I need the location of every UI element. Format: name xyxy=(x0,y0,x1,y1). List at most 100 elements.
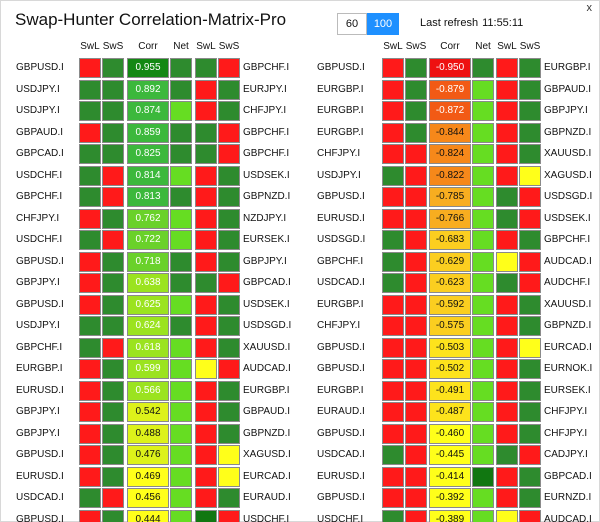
positive-row-correlation[interactable]: 0.599 xyxy=(127,359,169,379)
positive-row-swap-long xyxy=(79,402,101,422)
negative-row-correlation[interactable]: -0.844 xyxy=(429,123,471,143)
positive-row-correlation[interactable]: 0.566 xyxy=(127,381,169,401)
positive-row-swap-short xyxy=(102,58,124,78)
positive-row-correlation[interactable]: 0.718 xyxy=(127,252,169,272)
negative-row-correlation[interactable]: -0.822 xyxy=(429,166,471,186)
positive-row-correlation[interactable]: 0.859 xyxy=(127,123,169,143)
negative-row-symbol-left: EURGBP.I xyxy=(317,127,364,138)
negative-row-correlation[interactable]: -0.392 xyxy=(429,488,471,508)
negative-row-correlation[interactable]: -0.487 xyxy=(429,402,471,422)
negative-row-swap-short xyxy=(405,338,427,358)
negative-row-correlation[interactable]: -0.460 xyxy=(429,424,471,444)
negative-row-swap-short-2 xyxy=(519,80,541,100)
negative-row-correlation[interactable]: -0.683 xyxy=(429,230,471,250)
negative-row-correlation[interactable]: -0.389 xyxy=(429,510,471,522)
negative-row-correlation[interactable]: -0.950 xyxy=(429,58,471,78)
negative-row-correlation[interactable]: -0.766 xyxy=(429,209,471,229)
positive-row-swap-short xyxy=(102,295,124,315)
positive-row-correlation[interactable]: 0.762 xyxy=(127,209,169,229)
negative-row-correlation[interactable]: -0.592 xyxy=(429,295,471,315)
negative-row-symbol-right: CADJPY.I xyxy=(544,449,588,460)
positive-row-symbol-right: CHFJPY.I xyxy=(243,105,287,116)
negative-row-swap-short xyxy=(405,510,427,522)
positive-row-correlation[interactable]: 0.722 xyxy=(127,230,169,250)
negative-row-symbol-left: GBPUSD.I xyxy=(317,62,365,73)
negative-row-net xyxy=(472,101,494,121)
negative-row-correlation[interactable]: -0.445 xyxy=(429,445,471,465)
negative-row-correlation[interactable]: -0.785 xyxy=(429,187,471,207)
positive-row-swap-short xyxy=(102,252,124,272)
positive-row-correlation[interactable]: 0.488 xyxy=(127,424,169,444)
negative-row-correlation[interactable]: -0.502 xyxy=(429,359,471,379)
negative-row-swap-long xyxy=(382,58,404,78)
positive-row-correlation[interactable]: 0.625 xyxy=(127,295,169,315)
positive-row-correlation[interactable]: 0.456 xyxy=(127,488,169,508)
negative-row-swap-short xyxy=(405,488,427,508)
negative-row-symbol-right: GBPCAD.I xyxy=(544,471,592,482)
positive-row-symbol-left: USDJPY.I xyxy=(16,84,60,95)
negative-row-swap-long xyxy=(382,187,404,207)
negative-row-net xyxy=(472,80,494,100)
positive-row-correlation[interactable]: 0.476 xyxy=(127,445,169,465)
positive-row-symbol-left: GBPUSD.I xyxy=(16,62,64,73)
positive-row-net xyxy=(170,273,192,293)
positive-row-swap-short xyxy=(102,230,124,250)
positive-row-correlation[interactable]: 0.874 xyxy=(127,101,169,121)
positive-row-swap-short xyxy=(102,359,124,379)
negative-row-swap-long xyxy=(382,359,404,379)
negative-row-correlation[interactable]: -0.879 xyxy=(429,80,471,100)
positive-row-correlation[interactable]: 0.638 xyxy=(127,273,169,293)
positive-row-net xyxy=(170,488,192,508)
positive-row-swap-short xyxy=(102,338,124,358)
negative-row-symbol-left: CHFJPY.I xyxy=(317,148,361,159)
negative-header-net: Net xyxy=(475,41,491,52)
positive-row-net xyxy=(170,467,192,487)
positive-row-correlation[interactable]: 0.469 xyxy=(127,467,169,487)
positive-row-symbol-left: GBPUSD.I xyxy=(16,514,64,522)
negative-row-correlation[interactable]: -0.414 xyxy=(429,467,471,487)
negative-row-swap-short xyxy=(405,166,427,186)
period-60-button[interactable]: 60 xyxy=(337,13,367,35)
positive-row-correlation[interactable]: 0.825 xyxy=(127,144,169,164)
positive-row-net xyxy=(170,123,192,143)
negative-row-correlation[interactable]: -0.629 xyxy=(429,252,471,272)
positive-row-net xyxy=(170,424,192,444)
positive-row-swap-long xyxy=(79,510,101,522)
negative-row-correlation[interactable]: -0.575 xyxy=(429,316,471,336)
negative-row-net xyxy=(472,123,494,143)
negative-row-swap-long xyxy=(382,144,404,164)
positive-row-swap-short-2 xyxy=(218,80,240,100)
positive-row-swap-short xyxy=(102,166,124,186)
positive-row-correlation[interactable]: 0.542 xyxy=(127,402,169,422)
negative-row-correlation[interactable]: -0.824 xyxy=(429,144,471,164)
negative-row-symbol-left: USDCHF.I xyxy=(317,514,364,522)
negative-row-correlation[interactable]: -0.623 xyxy=(429,273,471,293)
positive-row-swap-short xyxy=(102,123,124,143)
positive-row-swap-short-2 xyxy=(218,488,240,508)
negative-row-symbol-right: XAUUSD.I xyxy=(544,148,592,159)
positive-row-swap-long xyxy=(79,101,101,121)
positive-row-correlation[interactable]: 0.813 xyxy=(127,187,169,207)
negative-row-net xyxy=(472,209,494,229)
positive-row-swap-long-2 xyxy=(195,488,217,508)
positive-row-correlation[interactable]: 0.955 xyxy=(127,58,169,78)
negative-row-symbol-right: EURCAD.I xyxy=(544,342,592,353)
positive-row-symbol-right: USDSGD.I xyxy=(243,320,292,331)
negative-row-correlation[interactable]: -0.491 xyxy=(429,381,471,401)
positive-row-correlation[interactable]: 0.444 xyxy=(127,510,169,522)
positive-row-swap-short-2 xyxy=(218,209,240,229)
negative-row-correlation[interactable]: -0.872 xyxy=(429,101,471,121)
negative-row-symbol-left: EURGBP.I xyxy=(317,84,364,95)
period-100-button[interactable]: 100 xyxy=(367,13,399,35)
positive-header-swap-short-2: SwS xyxy=(218,41,240,52)
positive-row-correlation[interactable]: 0.814 xyxy=(127,166,169,186)
positive-row-correlation[interactable]: 0.618 xyxy=(127,338,169,358)
positive-row-swap-short xyxy=(102,80,124,100)
positive-row-correlation[interactable]: 0.892 xyxy=(127,80,169,100)
negative-row-swap-short xyxy=(405,445,427,465)
negative-row-correlation[interactable]: -0.503 xyxy=(429,338,471,358)
positive-row-swap-long-2 xyxy=(195,445,217,465)
positive-row-net xyxy=(170,359,192,379)
positive-row-correlation[interactable]: 0.624 xyxy=(127,316,169,336)
close-icon[interactable]: x xyxy=(586,2,593,14)
